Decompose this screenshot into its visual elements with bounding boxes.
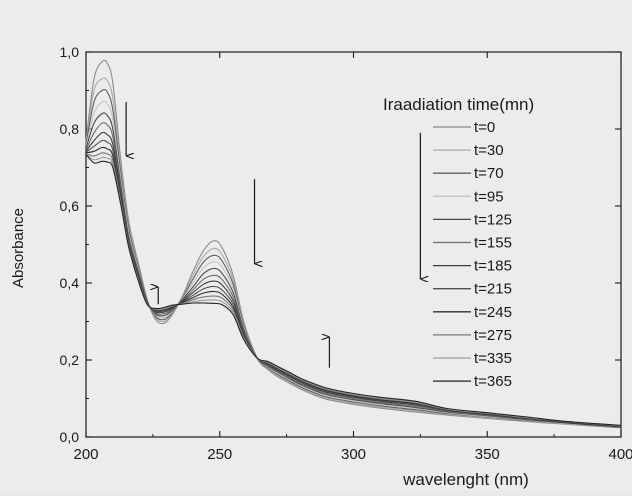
y-tick-label: 0,2 <box>60 352 80 368</box>
x-axis-label: wavelenght (nm) <box>402 470 529 489</box>
legend: Iraadiation time(mn) t=0 t=30 t=70 t=95 t=12… <box>383 95 534 390</box>
legend-entries: t=0 t=30 t=70 t=95 t=125 t=155 t=185 t=215 t=245… <box>433 119 512 390</box>
legend-label: t=155 <box>474 235 512 252</box>
series-line-t-30 <box>85 77 622 428</box>
x-tick-label: 200 <box>73 446 98 463</box>
axes: 200 250 300 350 400 0,0 0,2 0,4 0,6 0,8 1,0 <box>60 44 632 463</box>
trend-arrows <box>125 102 420 368</box>
legend-label: t=215 <box>474 281 512 298</box>
x-tick-label: 350 <box>475 446 500 463</box>
x-tick-label: 300 <box>341 446 366 463</box>
legend-label: t=125 <box>474 211 512 228</box>
series-line-t-0 <box>85 59 622 429</box>
legend-title: Iraadiation time(mn) <box>383 95 534 114</box>
legend-label: t=70 <box>474 165 504 182</box>
x-tick-label: 250 <box>207 446 232 463</box>
legend-label: t=335 <box>474 350 512 367</box>
legend-label: t=245 <box>474 304 512 321</box>
legend-label: t=95 <box>474 188 504 205</box>
series-line-t-95 <box>85 100 622 428</box>
legend-label: t=0 <box>474 119 495 136</box>
legend-label: t=275 <box>474 327 512 344</box>
legend-label: t=185 <box>474 258 512 275</box>
legend-label: t=30 <box>474 142 504 159</box>
legend-label: t=365 <box>474 373 512 390</box>
series-line-t-70 <box>85 89 622 428</box>
series-lines <box>85 59 622 429</box>
y-tick-label: 0,8 <box>60 121 80 137</box>
y-axis-label: Absorbance <box>10 208 27 288</box>
series-line-t-365 <box>85 154 622 426</box>
y-tick-label: 0,4 <box>60 275 80 291</box>
x-tick-label: 400 <box>608 446 632 463</box>
y-tick-label: 0,0 <box>60 429 80 445</box>
y-tick-label: 1,0 <box>60 44 80 60</box>
y-tick-label: 0,6 <box>60 198 80 214</box>
